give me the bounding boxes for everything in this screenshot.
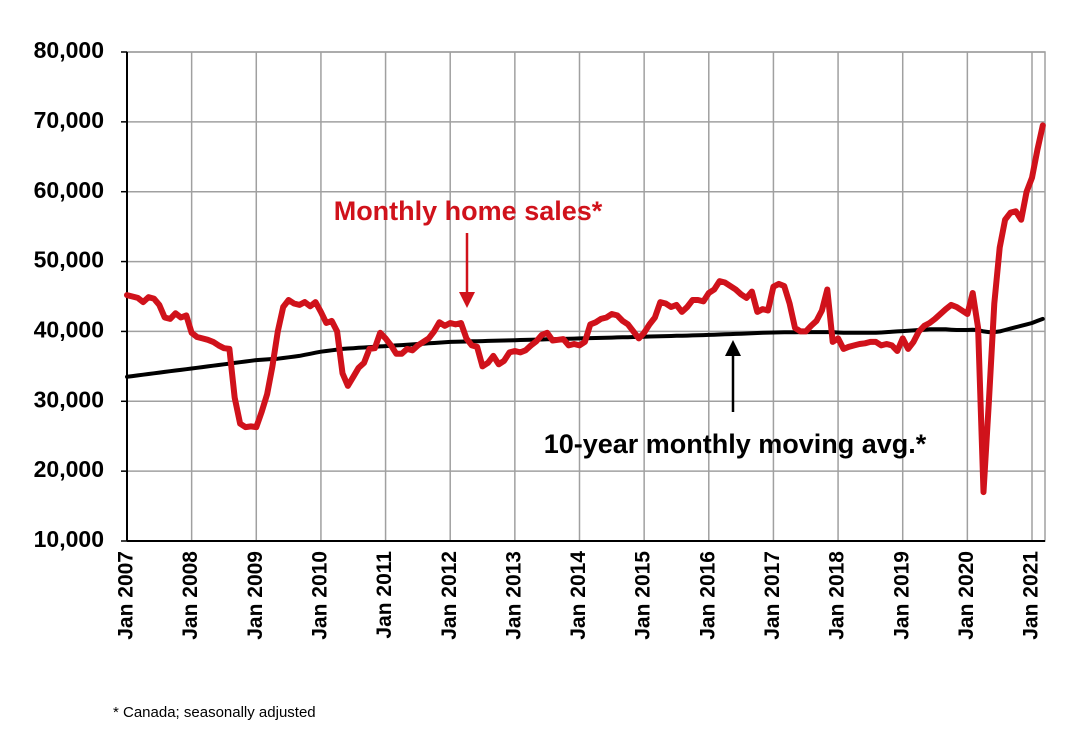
arrow-head <box>459 292 475 308</box>
y-tick-label: 80,000 <box>34 37 104 63</box>
y-tick-label: 70,000 <box>34 107 104 133</box>
x-tick-label: Jan 2014 <box>567 551 590 640</box>
y-tick-label: 60,000 <box>34 177 104 203</box>
y-tick-label: 50,000 <box>34 247 104 273</box>
x-tick-label: Jan 2013 <box>502 551 525 640</box>
grid <box>121 51 1046 542</box>
annotation: Monthly home sales* <box>334 196 603 226</box>
x-tick-label: Jan 2018 <box>826 551 849 640</box>
x-tick-label: Jan 2015 <box>632 551 655 640</box>
x-tick-label: Jan 2016 <box>696 551 719 640</box>
x-tick-label: Jan 2008 <box>179 551 202 640</box>
annotation: 10-year monthly moving avg.* <box>544 429 927 459</box>
y-tick-label: 10,000 <box>34 526 104 552</box>
footnote: * Canada; seasonally adjusted <box>113 704 316 721</box>
x-tick-label: Jan 2021 <box>1020 551 1043 640</box>
series-line <box>124 122 1046 496</box>
x-tick-label: Jan 2012 <box>438 551 461 640</box>
y-tick-label: 40,000 <box>34 317 104 343</box>
y-tick-label: 30,000 <box>34 386 104 412</box>
x-tick-label: Jan 2011 <box>373 551 396 639</box>
x-tick-label: Jan 2007 <box>115 551 138 640</box>
x-tick-label: Jan 2017 <box>761 551 784 640</box>
y-tick-label: 20,000 <box>34 456 104 482</box>
x-tick-label: Jan 2009 <box>244 551 267 640</box>
x-tick-label: Jan 2019 <box>890 551 913 640</box>
x-tick-label: Jan 2020 <box>955 551 978 640</box>
lines <box>124 122 1046 496</box>
arrow-head <box>725 340 741 356</box>
x-tick-label: Jan 2010 <box>308 551 331 640</box>
